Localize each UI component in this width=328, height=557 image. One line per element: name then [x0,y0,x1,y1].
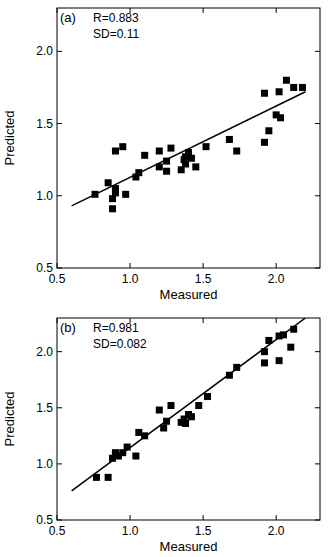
point [160,424,167,431]
y-axis-label: Predicted [2,392,17,447]
y-tick [315,195,320,196]
y-tick-label: 2.0 [36,44,53,58]
point [141,152,148,159]
point [261,139,268,146]
figure: 0.5 1.0 1.5 2.0 0.5 1.0 1.5 2.0 Measured Predicte… [0,0,328,557]
plot-frame [57,318,320,520]
point [167,402,174,409]
point [276,88,283,95]
point [276,357,283,364]
point [299,84,306,91]
point [195,402,202,409]
point [188,413,195,420]
annotation: R=0.981 [93,321,139,335]
point [192,163,199,170]
y-tick [57,463,62,464]
y-tick [57,520,62,521]
y-tick-label: 0.5 [36,513,53,527]
y-tick-label: 0.5 [36,261,53,275]
x-tick-label: 2.0 [268,524,285,538]
annotation: R=0.883 [93,11,139,25]
point [112,148,119,155]
point [233,148,240,155]
x-tick [130,515,131,520]
y-tick [315,123,320,124]
fit-line [72,318,306,491]
point [132,453,139,460]
point [204,393,211,400]
x-tick-label: 1.5 [195,524,212,538]
x-tick [276,8,277,13]
y-tick [315,268,320,269]
annotation: (b) [60,320,76,335]
point [156,148,163,155]
y-tick [315,407,320,408]
x-tick [57,515,58,520]
x-tick [203,515,204,520]
point [265,127,272,134]
x-tick-label: 1.5 [195,272,212,286]
y-tick [315,463,320,464]
point [203,143,210,150]
point [105,474,112,481]
y-tick [57,351,62,352]
point [119,143,126,150]
y-tick [315,520,320,521]
point [112,189,119,196]
panel: 0.51.01.52.00.51.01.52.0MeasuredPredicte… [2,8,320,302]
x-tick [203,318,204,323]
y-tick-label: 1.5 [36,117,53,131]
x-tick [203,263,204,268]
x-tick [57,318,58,323]
point [226,136,233,143]
x-tick [130,263,131,268]
point [277,114,284,121]
y-tick [57,407,62,408]
point [287,344,294,351]
y-axis-label: Predicted [2,111,17,166]
data-layer [72,318,306,491]
panel: 0.51.01.52.00.51.01.52.0MeasuredPredicte… [2,318,320,554]
annotation: SD=0.082 [93,337,147,351]
x-axis-label: Measured [160,287,218,302]
point [188,155,195,162]
y-tick [57,51,62,52]
y-tick-label: 1.5 [36,401,53,415]
y-tick-label: 1.0 [36,189,53,203]
y-tick [57,123,62,124]
y-tick [315,51,320,52]
point [156,407,163,414]
fit-line [72,92,306,206]
x-tick [57,8,58,13]
plot-frame [57,8,320,268]
annotation: (a) [60,10,76,25]
data-layer [72,77,306,213]
x-axis-label: Measured [160,539,218,554]
x-tick [276,318,277,323]
point [283,77,290,84]
point [122,191,129,198]
x-tick [57,263,58,268]
x-tick [276,515,277,520]
y-tick-label: 2.0 [36,345,53,359]
y-tick [57,195,62,196]
point [163,168,170,175]
point [109,205,116,212]
annotation: SD=0.11 [93,27,139,41]
point [261,359,268,366]
x-tick-label: 2.0 [268,272,285,286]
x-tick [276,263,277,268]
point [105,179,112,186]
point [290,84,297,91]
x-tick [203,8,204,13]
x-tick-label: 1.0 [122,524,139,538]
point [167,145,174,152]
y-tick [315,351,320,352]
point [182,420,189,427]
y-tick-label: 1.0 [36,457,53,471]
x-tick-label: 1.0 [122,272,139,286]
point [261,90,268,97]
y-tick [57,268,62,269]
